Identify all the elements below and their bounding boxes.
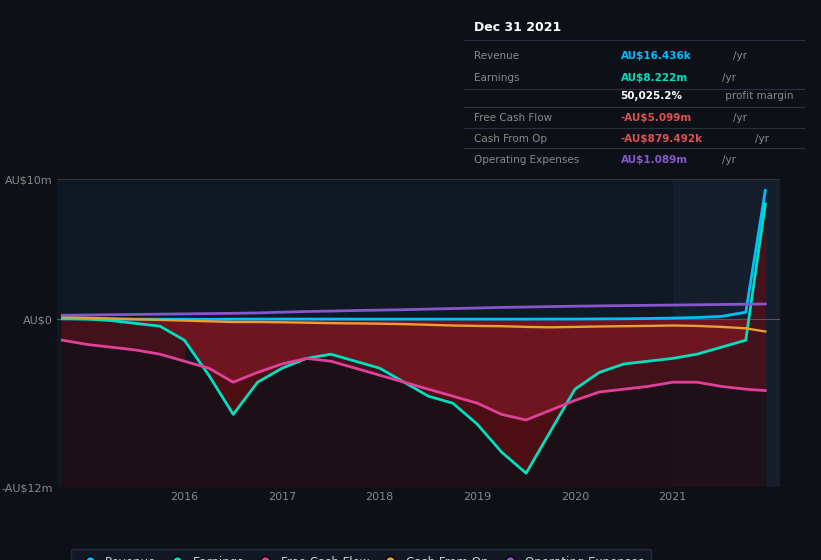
Bar: [672, 179, 780, 487]
Text: 50,025.2%: 50,025.2%: [621, 91, 682, 101]
Text: profit margin: profit margin: [722, 91, 794, 101]
Text: Dec 31 2021: Dec 31 2021: [474, 21, 562, 34]
Text: /yr: /yr: [722, 73, 736, 83]
Text: Cash From Op: Cash From Op: [474, 134, 547, 144]
Text: Free Cash Flow: Free Cash Flow: [474, 113, 553, 123]
Text: /yr: /yr: [722, 155, 736, 165]
Text: Operating Expenses: Operating Expenses: [474, 155, 580, 165]
Text: AU$8.222m: AU$8.222m: [621, 73, 688, 83]
Text: /yr: /yr: [733, 51, 747, 61]
Text: Revenue: Revenue: [474, 51, 519, 61]
Text: AU$1.089m: AU$1.089m: [621, 155, 688, 165]
Text: /yr: /yr: [754, 134, 768, 144]
Text: -AU$879.492k: -AU$879.492k: [621, 134, 703, 144]
Text: -AU$5.099m: -AU$5.099m: [621, 113, 692, 123]
Text: AU$16.436k: AU$16.436k: [621, 51, 691, 61]
Text: /yr: /yr: [733, 113, 747, 123]
Text: Earnings: Earnings: [474, 73, 520, 83]
Legend: Revenue, Earnings, Free Cash Flow, Cash From Op, Operating Expenses: Revenue, Earnings, Free Cash Flow, Cash …: [71, 549, 651, 560]
